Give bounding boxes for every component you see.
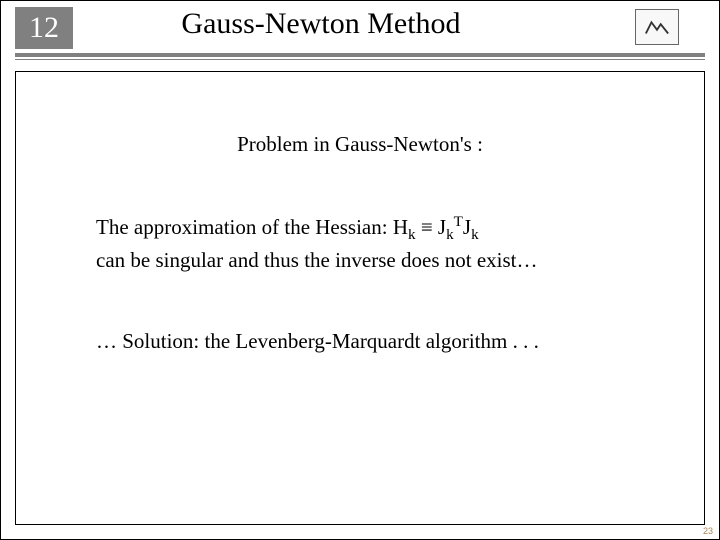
hessian-paragraph: The approximation of the Hessian: Hk ≡ J… [96, 212, 624, 274]
math-J1: J [438, 215, 446, 239]
math-H: H [393, 215, 408, 239]
slide-header: 12 Gauss-Newton Method [1, 1, 719, 53]
solution-text: … Solution: the Levenberg-Marquardt algo… [96, 329, 624, 354]
singular-text: can be singular and thus the inverse doe… [96, 248, 537, 272]
slide-number: 12 [29, 11, 59, 45]
header-divider [15, 53, 705, 60]
slide: 12 Gauss-Newton Method Problem in Gauss-… [0, 0, 720, 540]
page-footer-number: 23 [703, 526, 713, 536]
math-J2: J [463, 215, 471, 239]
problem-heading: Problem in Gauss-Newton's : [46, 132, 674, 157]
divider-thick [15, 53, 705, 57]
math-sup-T: T [454, 214, 463, 230]
hessian-prefix-text: The approximation of the Hessian: [96, 215, 393, 239]
content-frame: Problem in Gauss-Newton's : The approxim… [15, 71, 705, 525]
page-title: Gauss-Newton Method [101, 7, 541, 41]
math-sub-k3: k [471, 227, 479, 243]
math-sub-k2: k [446, 227, 454, 243]
placeholder-image-icon [635, 9, 679, 45]
math-equiv: ≡ [416, 215, 438, 239]
divider-thin [15, 59, 705, 60]
math-sub-k1: k [408, 227, 416, 243]
slide-number-box: 12 [15, 7, 73, 49]
